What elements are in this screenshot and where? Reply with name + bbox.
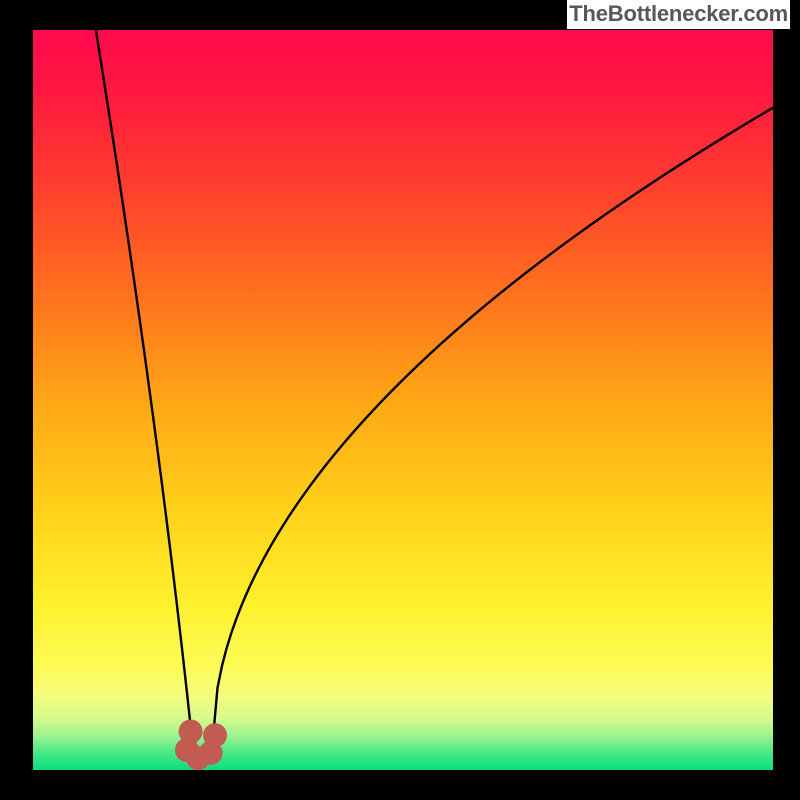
attribution-label: TheBottlenecker.com — [567, 0, 790, 29]
chart-stage: TheBottlenecker.com — [0, 0, 800, 800]
bottleneck-chart — [0, 0, 800, 800]
